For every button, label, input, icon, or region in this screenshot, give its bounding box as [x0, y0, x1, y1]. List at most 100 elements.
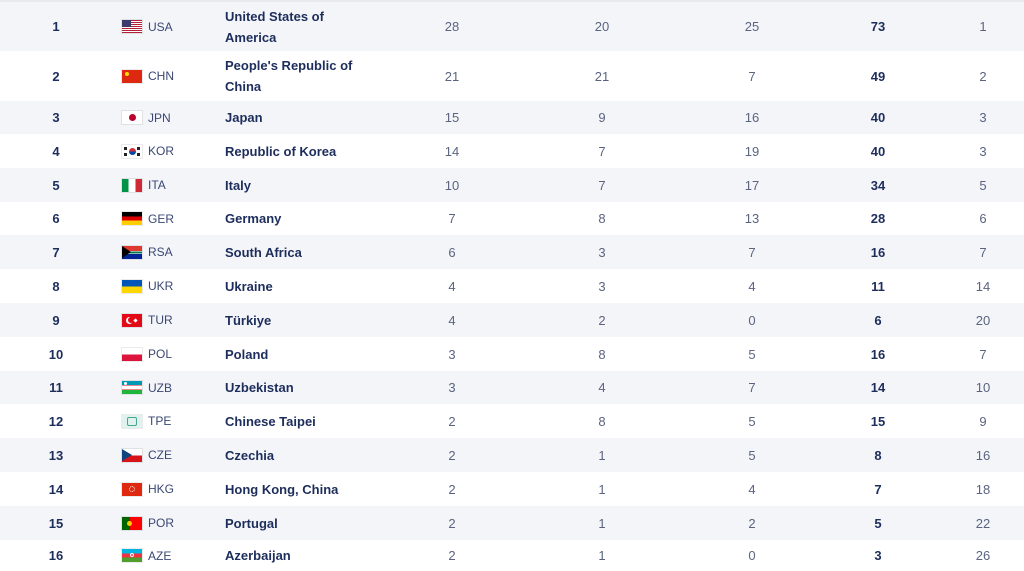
gold-count: 21	[444, 68, 460, 84]
silver-count: 1	[598, 548, 606, 563]
silver-count: 20	[594, 19, 610, 34]
silver-count: 1	[598, 515, 606, 531]
ukr-flag-icon	[122, 279, 142, 293]
country-name-link[interactable]: Czechia	[225, 447, 275, 463]
total-count: 14	[870, 380, 886, 395]
usa-flag-icon	[122, 20, 142, 33]
gold-count: 2	[448, 515, 456, 531]
table-row[interactable]: 16 AZE Azerbaijan 2 1 0 3 26	[0, 540, 1024, 571]
rsa-flag-icon	[122, 245, 142, 259]
bronze-count: 16	[744, 110, 760, 125]
noc-cell: CHN	[122, 69, 174, 83]
table-row[interactable]: 10 POL Poland 3 8 5 16 7	[0, 337, 1024, 371]
country-name-link[interactable]: Italy	[225, 177, 252, 193]
table-row[interactable]: 12 TPE Chinese Taipei 2 8 5 15 9	[0, 404, 1024, 438]
table-row[interactable]: 9 TUR Türkiye 4 2 0 6 20	[0, 303, 1024, 337]
country-name-link[interactable]: Poland	[225, 346, 269, 362]
country-name-link[interactable]: South Africa	[225, 244, 302, 260]
noc-cell: POR	[122, 516, 174, 530]
rank-by-total: 9	[979, 413, 987, 429]
table-row[interactable]: 7 RSA South Africa 6 3 7 16 7	[0, 235, 1024, 269]
rank-by-total: 16	[975, 447, 991, 463]
rank-cell: 6	[52, 211, 60, 226]
rank-by-total: 18	[975, 481, 991, 497]
bronze-count: 4	[748, 278, 756, 294]
table-row[interactable]: 1 USA United States of America 28 20 25 …	[0, 2, 1024, 51]
rank-by-total: 6	[979, 211, 987, 226]
rank-by-total: 22	[975, 515, 991, 531]
country-name-link[interactable]: Ukraine	[225, 278, 273, 294]
gold-count: 2	[448, 481, 456, 497]
rank-cell: 9	[52, 312, 60, 328]
total-count: 28	[870, 211, 886, 226]
bronze-count: 2	[748, 515, 756, 531]
gold-count: 3	[448, 346, 456, 362]
rank-cell: 13	[48, 447, 64, 463]
gold-count: 7	[448, 211, 456, 226]
rank-by-total: 10	[975, 380, 991, 395]
rank-cell: 3	[52, 110, 60, 125]
noc-code: USA	[148, 19, 173, 34]
silver-count: 1	[598, 447, 606, 463]
country-name-link[interactable]: Türkiye	[225, 312, 272, 328]
rank-by-total: 7	[979, 346, 987, 362]
bronze-count: 13	[744, 211, 760, 226]
noc-code: UZB	[148, 380, 172, 395]
rank-cell: 15	[48, 515, 64, 531]
rank-cell: 5	[52, 177, 60, 193]
kor-flag-icon	[122, 144, 142, 158]
rank-cell: 8	[52, 278, 60, 294]
noc-code: TUR	[148, 313, 173, 327]
country-name-link[interactable]: Uzbekistan	[225, 380, 294, 395]
rank-by-total: 14	[975, 278, 991, 294]
table-row[interactable]: 8 UKR Ukraine 4 3 4 11 14	[0, 269, 1024, 303]
table-row[interactable]: 6 GER Germany 7 8 13 28 6	[0, 202, 1024, 235]
gold-count: 2	[448, 413, 456, 429]
country-name-link[interactable]: Portugal	[225, 515, 278, 531]
noc-cell: RSA	[122, 245, 173, 259]
noc-cell: UZB	[122, 381, 172, 395]
table-row[interactable]: 5 ITA Italy 10 7 17 34 5	[0, 168, 1024, 202]
noc-cell: JPN	[122, 111, 171, 125]
country-name-link[interactable]: Azerbaijan	[225, 548, 291, 563]
country-name-link[interactable]: Germany	[225, 211, 282, 226]
country-name-link[interactable]: Republic of Korea	[225, 143, 337, 159]
silver-count: 8	[598, 413, 606, 429]
noc-code: POL	[148, 347, 173, 361]
total-count: 73	[870, 19, 886, 34]
rank-by-total: 2	[979, 68, 987, 84]
table-row[interactable]: 3 JPN Japan 15 9 16 40 3	[0, 101, 1024, 134]
silver-count: 21	[594, 68, 610, 84]
noc-cell: TUR	[122, 313, 173, 327]
cze-flag-icon	[122, 448, 142, 462]
table-row[interactable]: 4 KOR Republic of Korea 14 7 19 40 3	[0, 134, 1024, 168]
country-name-link[interactable]: Japan	[225, 110, 263, 125]
country-name-link[interactable]: United States of America	[225, 8, 324, 45]
country-name-link[interactable]: People's Republic of China	[225, 58, 353, 94]
total-count: 16	[870, 244, 886, 260]
country-name-link[interactable]: Chinese Taipei	[225, 413, 316, 429]
noc-code: KOR	[148, 144, 175, 158]
table-row[interactable]: 11 UZB Uzbekistan 3 4 7 14 10	[0, 371, 1024, 404]
table-row[interactable]: 2 CHN People's Republic of China 21 21 7…	[0, 51, 1024, 101]
country-name-link[interactable]: Hong Kong, China	[225, 481, 339, 497]
bronze-count: 5	[748, 413, 756, 429]
hkg-flag-icon	[122, 482, 142, 496]
total-count: 16	[870, 346, 886, 362]
table-row[interactable]: 14 HKG Hong Kong, China 2 1 4 7 18	[0, 472, 1024, 506]
noc-cell: KOR	[122, 144, 174, 158]
table-row[interactable]: 13 CZE Czechia 2 1 5 8 16	[0, 438, 1024, 472]
silver-count: 7	[598, 177, 606, 193]
bronze-count: 25	[744, 19, 760, 34]
noc-cell: GER	[122, 212, 174, 226]
rank-cell: 11	[49, 380, 63, 395]
bronze-count: 7	[748, 68, 756, 84]
gold-count: 10	[444, 177, 460, 193]
total-count: 6	[874, 312, 882, 328]
rank-by-total: 3	[979, 110, 987, 125]
table-row[interactable]: 15 POR Portugal 2 1 2 5 22	[0, 506, 1024, 540]
gold-count: 3	[448, 380, 456, 395]
rank-cell: 1	[52, 19, 60, 34]
total-count: 3	[874, 548, 882, 563]
por-flag-icon	[122, 516, 142, 530]
